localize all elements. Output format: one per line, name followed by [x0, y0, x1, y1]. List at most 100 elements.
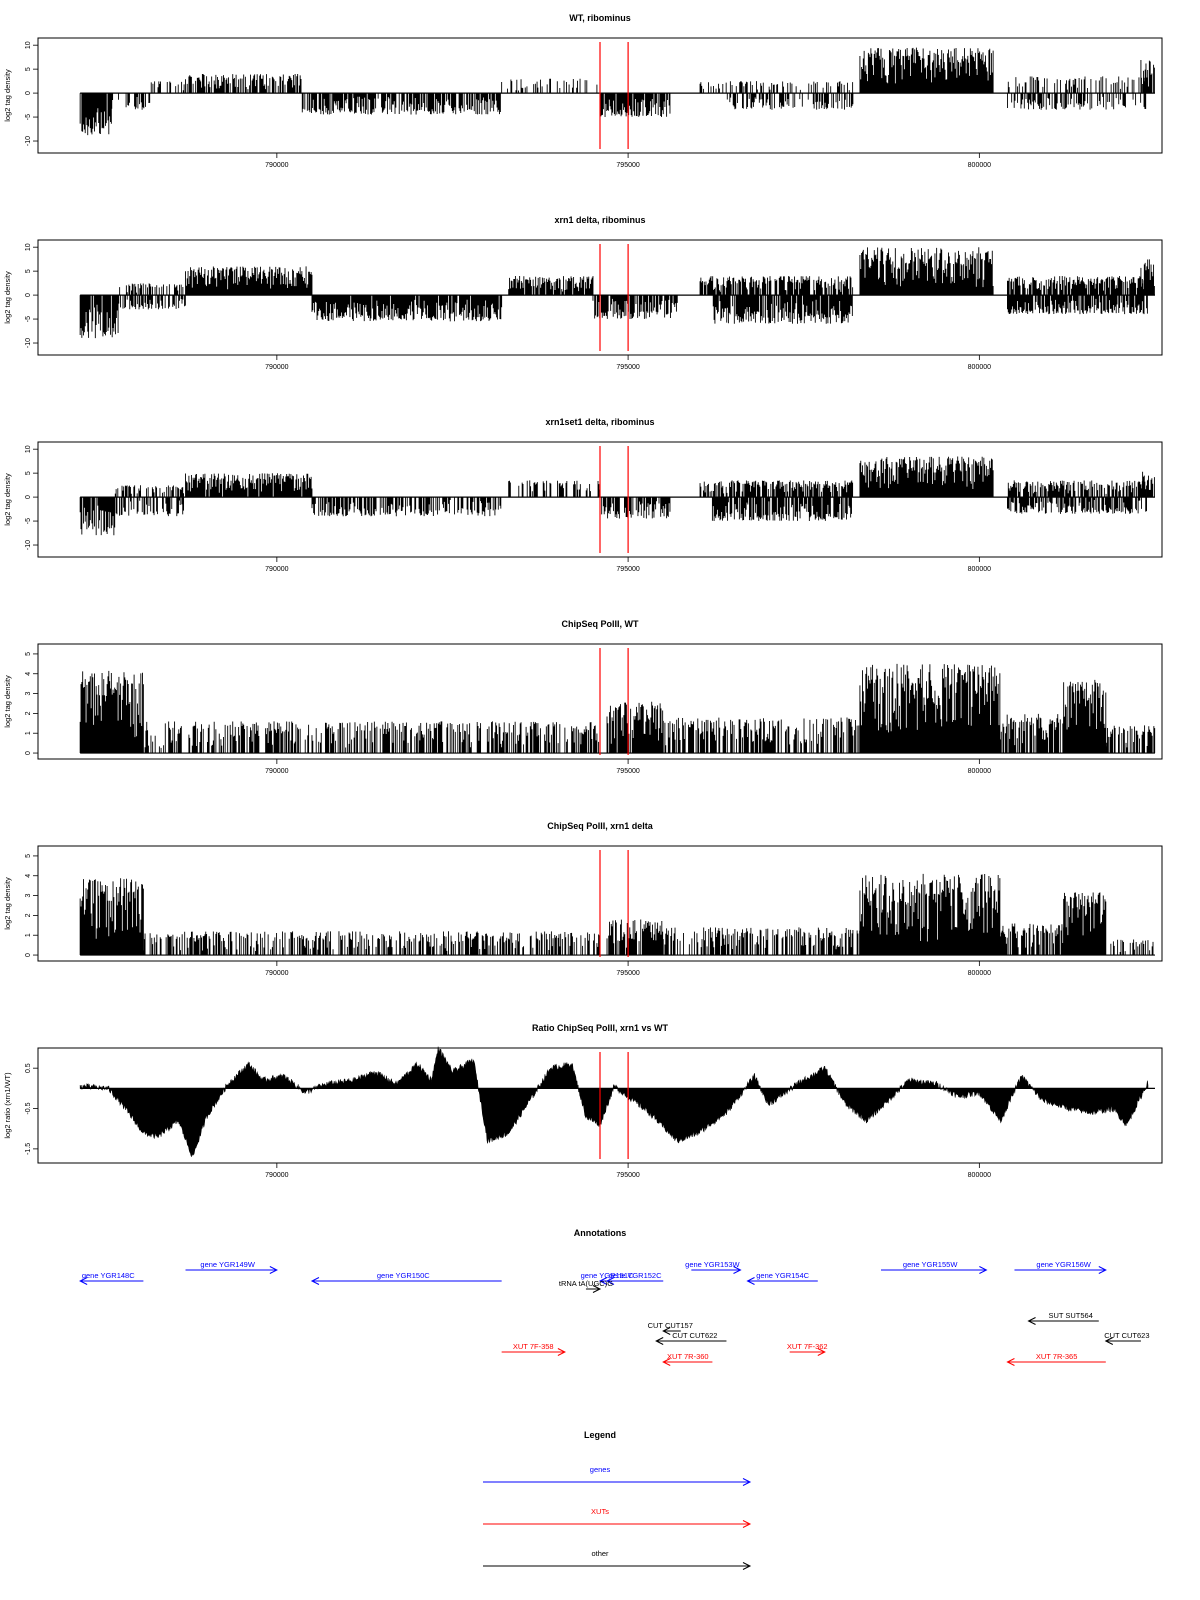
plot-frame	[37, 845, 1163, 962]
x-tick-label: 790000	[265, 566, 288, 573]
y-axis-label: log2 ratio (xrn1/WT)	[3, 1072, 12, 1139]
signal-bars	[185, 74, 302, 94]
signal-bars	[712, 295, 853, 324]
signal-bars	[508, 275, 594, 296]
x-tick-label: 795000	[616, 1172, 639, 1179]
annotations-panel: Annotations gene YGR148C gene YGR149W gene …	[79, 1228, 1150, 1366]
x-tick-label: 800000	[968, 566, 991, 573]
signal-bars	[1140, 59, 1155, 94]
feature-label: CUT CUT157	[648, 1321, 693, 1330]
signal-bars	[111, 93, 151, 110]
arrowhead-icon	[662, 1327, 671, 1335]
feature-label: gene YGR155W	[903, 1260, 958, 1269]
plot-frame	[37, 239, 1163, 356]
y-tick-label: 5	[25, 652, 32, 656]
x-tick-label: 800000	[968, 1172, 991, 1179]
y-tick-label: -10	[25, 540, 32, 550]
y-tick-label: 3	[25, 894, 32, 898]
y-tick-label: 0	[25, 293, 32, 297]
signal-bars	[599, 93, 671, 118]
signal-bars	[79, 878, 144, 956]
feature-label: XUT 7R-365	[1036, 1352, 1078, 1361]
signal-bars	[592, 295, 678, 320]
signal-bars	[699, 480, 854, 498]
feature-label: gene YGR152C	[609, 1271, 662, 1280]
y-tick-label: -5	[25, 114, 32, 120]
y-tick-label: 0	[25, 495, 32, 499]
signal-bars	[119, 283, 184, 296]
feature-xut-7r-360: XUT 7R-360	[662, 1352, 713, 1366]
arrowhead-icon	[605, 1277, 615, 1285]
y-tick-label: 0	[25, 751, 32, 755]
x-tick-label: 800000	[968, 970, 991, 977]
x-tick-label: 795000	[616, 162, 639, 169]
x-tick-label: 795000	[616, 768, 639, 775]
y-axis-label: log2 tag density	[3, 69, 12, 122]
panel-title: ChipSeq PolII, WT	[562, 619, 639, 629]
feature-gene-ygr148c: gene YGR148C	[79, 1271, 144, 1285]
y-tick-label: -5	[25, 316, 32, 322]
signal-bars	[115, 497, 185, 517]
panel-title: ChipSeq PolII, xrn1 delta	[547, 821, 654, 831]
signal-bars	[508, 480, 601, 498]
signal-bars	[79, 670, 144, 754]
signal-bars	[501, 78, 598, 94]
y-tick-label: 10	[25, 41, 32, 49]
x-tick-label: 795000	[616, 970, 639, 977]
y-axis-label: log2 tag density	[3, 877, 12, 930]
y-tick-label: 4	[25, 672, 32, 676]
arrowhead-icon	[269, 1266, 278, 1274]
signal-bars	[999, 923, 1065, 956]
y-tick-label: 0	[25, 953, 32, 957]
x-tick-label: 800000	[968, 364, 991, 371]
panel-4: ChipSeq PolII, WT 5 4 3 2 1 0 log2 tag density 7…	[3, 619, 1163, 775]
arrowhead-icon	[979, 1266, 988, 1274]
y-tick-label: 0.5	[25, 1063, 32, 1073]
panel-title: Ratio ChipSeq PolII, xrn1 vs WT	[532, 1023, 669, 1033]
legend-label: XUTs	[591, 1507, 609, 1516]
feature-gene-ygr156w: gene YGR156W	[1014, 1260, 1107, 1274]
arrowhead-icon	[733, 1266, 742, 1274]
signal-bars	[301, 93, 501, 115]
feature-label: CUT CUT622	[672, 1331, 717, 1340]
feature-label: CUT CUT623	[1104, 1331, 1149, 1340]
feature-label: gene YGR149W	[200, 1260, 255, 1269]
legend-item-other: other	[483, 1549, 752, 1570]
signal-bars	[1007, 93, 1147, 110]
signal-bars	[79, 295, 119, 339]
x-tick-label: 795000	[616, 566, 639, 573]
legend-item-xuts: XUTs	[483, 1507, 752, 1528]
feature-gene-ygr152c: gene YGR152C	[605, 1271, 664, 1285]
feature-sut-sut564: SUT SUT564	[1027, 1311, 1099, 1325]
y-tick-label: -10	[25, 136, 32, 146]
y-tick-label: 5	[25, 269, 32, 273]
arrowhead-icon	[1098, 1266, 1107, 1274]
signal-bars	[118, 295, 186, 310]
y-axis-label: log2 tag density	[3, 271, 12, 324]
plot-frame	[37, 1047, 1163, 1164]
feature-gene-ygr154c: gene YGR154C	[746, 1271, 818, 1285]
x-tick-label: 790000	[265, 970, 288, 977]
feature-gene-ygr150c: gene YGR150C	[310, 1271, 502, 1285]
feature-cut-cut623: CUT CUT623	[1104, 1331, 1150, 1345]
feature-xut-7f-362: XUT 7F-362	[787, 1342, 828, 1356]
panel-title: xrn1 delta, ribominus	[554, 215, 645, 225]
feature-label: gene YGR151C	[581, 1271, 634, 1280]
plot-frame	[37, 643, 1163, 760]
arrowhead-icon	[1104, 1337, 1114, 1345]
signal-bars	[1105, 725, 1156, 754]
feature-xut-7r-365: XUT 7R-365	[1006, 1352, 1106, 1366]
feature-label: tRNA tA(UGC)G	[559, 1279, 613, 1288]
signal-bars	[185, 473, 313, 498]
x-tick-label: 790000	[265, 1172, 288, 1179]
signal-bars	[1140, 259, 1155, 296]
arrowhead-icon	[817, 1348, 826, 1356]
ratio-area	[79, 1046, 1149, 1157]
signal-bars	[79, 93, 112, 136]
arrowhead-icon	[662, 1358, 671, 1366]
arrowhead-icon	[557, 1348, 566, 1356]
signal-bars	[1140, 471, 1155, 498]
signal-bars	[606, 919, 664, 956]
y-tick-label: 5	[25, 67, 32, 71]
